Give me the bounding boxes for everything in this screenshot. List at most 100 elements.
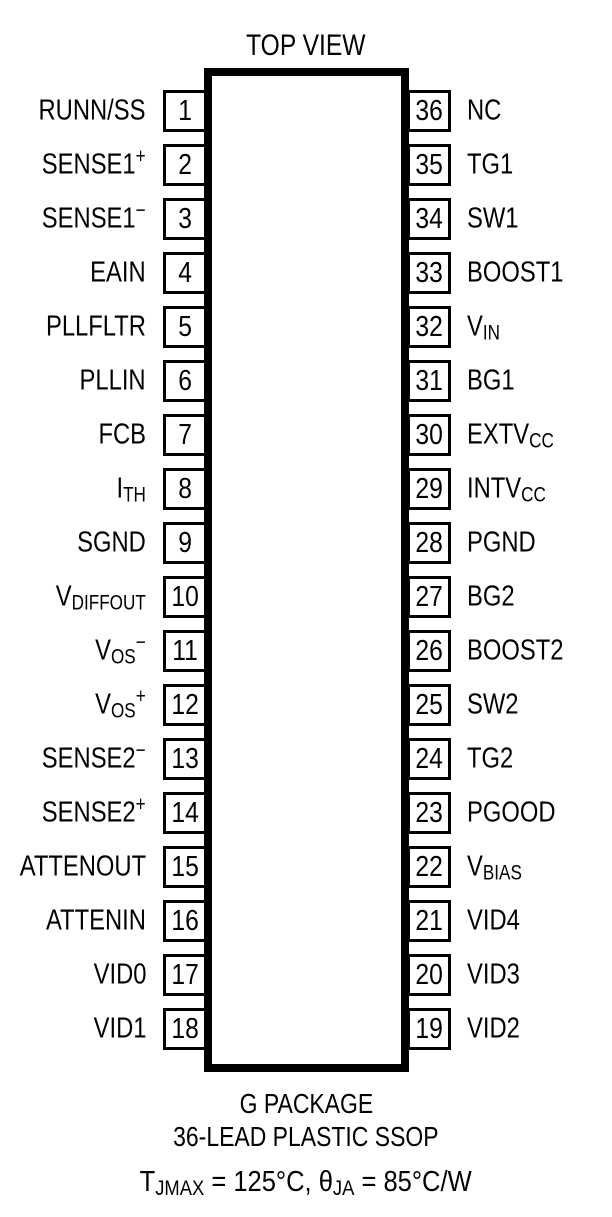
pin-row-3: 3 SENSE1− [0, 198, 207, 240]
pin-row-6: 6 PLLIN [0, 360, 207, 402]
pin-number-box: 34 [407, 198, 451, 240]
pin-row-35: 35 TG1 [407, 144, 612, 186]
pin-label: BG2 [467, 580, 515, 613]
pin-label: EXTVCC [467, 418, 554, 453]
pin-number-box: 15 [163, 846, 207, 888]
pin-label: SW1 [467, 202, 519, 235]
pin-label: SW2 [467, 688, 519, 721]
pin-label: EAIN [90, 256, 146, 289]
pin-label: VDIFFOUT [55, 580, 146, 615]
pin-number: 23 [415, 796, 443, 829]
pin-label: PGOOD [467, 796, 556, 829]
pin-number-box: 17 [163, 954, 207, 996]
pin-row-13: 13 SENSE2− [0, 738, 207, 780]
pin-row-21: 21 VID4 [407, 900, 612, 942]
pin-number: 11 [172, 634, 198, 667]
pin-label: PLLFLTR [45, 310, 146, 343]
pin-number-box: 5 [163, 306, 207, 348]
pin-number: 24 [415, 742, 443, 775]
pin-number-box: 13 [163, 738, 207, 780]
top-view-label: TOP VIEW [0, 29, 612, 62]
pin-label: VOS+ [95, 685, 146, 723]
pin-row-4: 4 EAIN [0, 252, 207, 294]
pin-label: BG1 [467, 364, 515, 397]
pin-number: 26 [415, 634, 443, 667]
pin-label: VID4 [467, 904, 520, 937]
pin-label: VBIAS [467, 850, 522, 885]
pin-label: VID0 [93, 958, 146, 991]
pin-label: SENSE1+ [42, 145, 146, 181]
top-view-text: TOP VIEW [246, 29, 366, 62]
pin-label: SENSE2+ [42, 793, 146, 829]
pin-number: 34 [415, 202, 443, 235]
pin-number-box: 33 [407, 252, 451, 294]
pin-label: TG2 [467, 742, 514, 775]
ic-body [204, 68, 409, 1072]
pin-number-box: 8 [163, 468, 207, 510]
pin-number: 12 [171, 688, 199, 721]
pin-label: VID1 [93, 1012, 146, 1045]
pin-row-27: 27 BG2 [407, 576, 612, 618]
thermal-note: TJMAX = 125°C, θJA = 85°C/W [0, 1166, 612, 1199]
pin-row-26: 26 BOOST2 [407, 630, 612, 672]
pin-number-box: 19 [407, 1008, 451, 1050]
pin-number-box: 4 [163, 252, 207, 294]
pin-number-box: 24 [407, 738, 451, 780]
pin-number: 13 [171, 742, 199, 775]
pin-label: ATTENOUT [19, 850, 146, 883]
pin-row-19: 19 VID2 [407, 1008, 612, 1050]
pin-row-10: 10 VDIFFOUT [0, 576, 207, 618]
pin-number: 22 [415, 850, 443, 883]
pin-row-2: 2 SENSE1+ [0, 144, 207, 186]
pin-number-box: 25 [407, 684, 451, 726]
pin-number: 1 [178, 94, 192, 127]
pin-number-box: 1 [163, 90, 207, 132]
package-name: G PACKAGE [0, 1088, 612, 1120]
pin-row-28: 28 PGND [407, 522, 612, 564]
pin-row-22: 22 VBIAS [407, 846, 612, 888]
pin-number-box: 12 [163, 684, 207, 726]
pin-number-box: 2 [163, 144, 207, 186]
pin-label: BOOST2 [467, 634, 564, 667]
pin-number: 16 [171, 904, 199, 937]
pin-number-box: 36 [407, 90, 451, 132]
pin-row-25: 25 SW2 [407, 684, 612, 726]
pin-number: 7 [178, 418, 192, 451]
pin-number-box: 9 [163, 522, 207, 564]
pin-row-34: 34 SW1 [407, 198, 612, 240]
pin-number-box: 29 [407, 468, 451, 510]
pin-row-24: 24 TG2 [407, 738, 612, 780]
pin-row-29: 29 INTVCC [407, 468, 612, 510]
pin-row-14: 14 SENSE2+ [0, 792, 207, 834]
pin-number-box: 28 [407, 522, 451, 564]
pin-label: BOOST1 [467, 256, 564, 289]
pin-number: 30 [415, 418, 443, 451]
pin-number: 28 [415, 526, 443, 559]
pin-label: PGND [467, 526, 536, 559]
pin-number: 36 [415, 94, 443, 127]
pin-number: 20 [415, 958, 443, 991]
pin-row-16: 16 ATTENIN [0, 900, 207, 942]
pin-row-8: 8 ITH [0, 468, 207, 510]
pin-number: 21 [415, 904, 443, 937]
pin-number-box: 31 [407, 360, 451, 402]
pin-number-box: 20 [407, 954, 451, 996]
pin-number-box: 7 [163, 414, 207, 456]
pin-number: 2 [178, 148, 192, 181]
thermal-note-text: TJMAX = 125°C, θJA = 85°C/W [139, 1166, 473, 1201]
pin-row-15: 15 ATTENOUT [0, 846, 207, 888]
pin-number: 19 [415, 1012, 443, 1045]
pin-label: ATTENIN [46, 904, 146, 937]
pin-number: 6 [178, 364, 192, 397]
package-type: 36-LEAD PLASTIC SSOP [0, 1121, 612, 1153]
pin-number-box: 6 [163, 360, 207, 402]
pin-row-7: 7 FCB [0, 414, 207, 456]
pin-number: 29 [415, 472, 443, 505]
pin-label: VOS− [95, 631, 146, 669]
pin-number: 8 [178, 472, 192, 505]
pin-row-5: 5 PLLFLTR [0, 306, 207, 348]
pin-number: 33 [415, 256, 443, 289]
pin-number: 9 [178, 526, 192, 559]
pin-number: 32 [415, 310, 443, 343]
